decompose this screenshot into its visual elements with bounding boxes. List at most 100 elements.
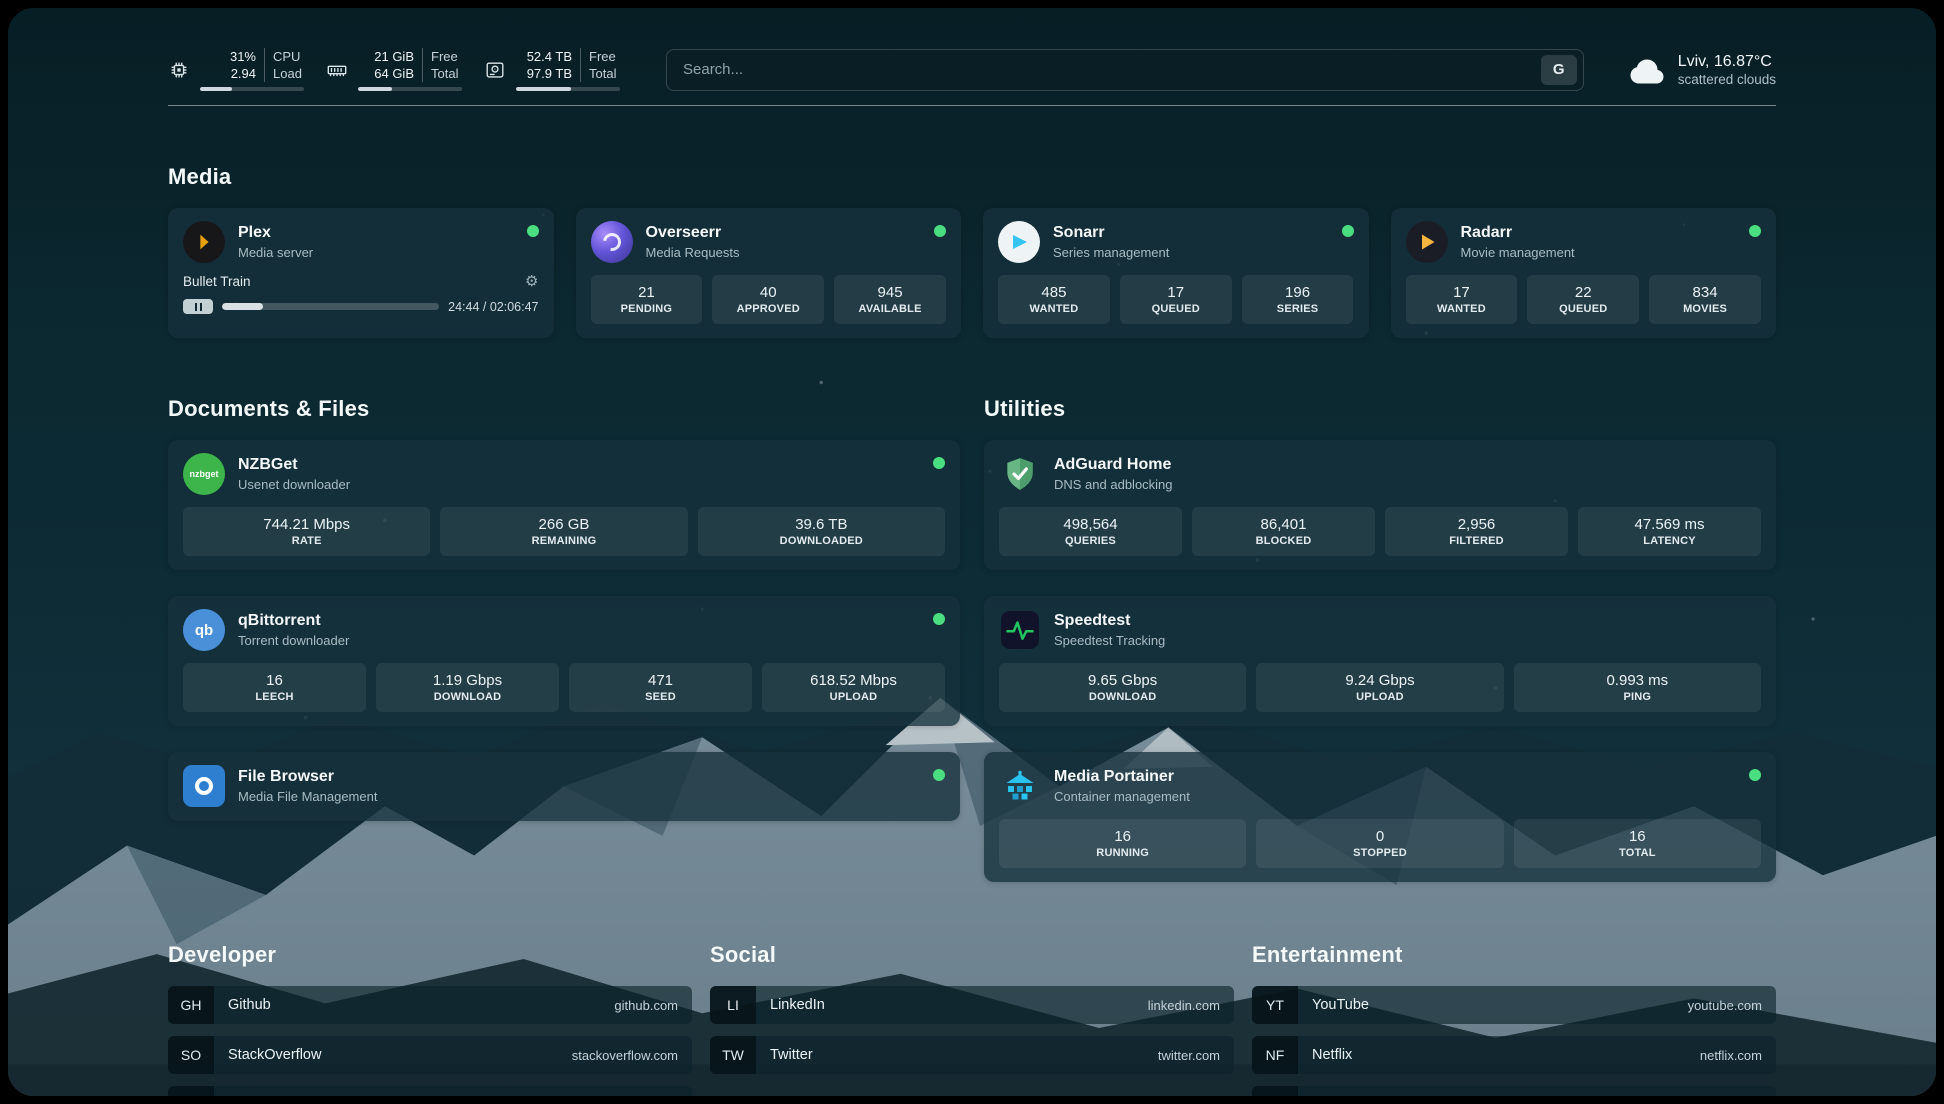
cpu-load-label: Load xyxy=(264,65,304,82)
stat-total: 16 TOTAL xyxy=(1513,819,1761,868)
resource-monitors: 31% CPU 2.94 Load 21 GiB Free 64 GiB Total xyxy=(168,48,620,91)
service-name: File Browser xyxy=(238,768,335,785)
stat-approved: 40 APPROVED xyxy=(712,275,825,324)
stat-wanted: 485 WANTED xyxy=(998,275,1110,324)
playback-progress-fill xyxy=(222,303,264,310)
service-desc: Series management xyxy=(1053,245,1170,260)
bookmark-netflix[interactable]: NF Netflix netflix.com xyxy=(1252,1036,1776,1074)
service-card-portainer[interactable]: Media Portainer Container management 16 … xyxy=(984,752,1776,882)
stat-downloaded: 39.6 TB DOWNLOADED xyxy=(697,507,945,556)
bookmark-name: LinkedIn xyxy=(770,997,825,1013)
qbittorrent-icon: qb xyxy=(183,609,225,651)
service-desc: Media Requests xyxy=(645,245,740,260)
status-dot xyxy=(526,225,539,237)
stat-filtered: 2,956 FILTERED xyxy=(1385,507,1568,556)
stat-upload: 9.24 Gbps UPLOAD xyxy=(1256,663,1504,712)
filebrowser-icon xyxy=(183,765,225,807)
bookmark-name: YouTube xyxy=(1312,997,1369,1013)
service-desc: Speedtest Tracking xyxy=(1054,633,1166,648)
cpu-usage-value: 31% xyxy=(229,49,256,64)
bookmark-group-developer: Developer GH Github github.com SO StackO… xyxy=(168,890,692,1096)
service-card-radarr[interactable]: Radarr Movie management 17 WANTED 22 QUE… xyxy=(1390,208,1776,338)
bookmark-youtube[interactable]: YT YouTube youtube.com xyxy=(1252,986,1776,1024)
memory-icon xyxy=(327,65,347,76)
playback-progress-bar[interactable] xyxy=(222,303,440,310)
section-utilities: Utilities AdGu xyxy=(984,338,1776,882)
memory-free-value: 21 GiB xyxy=(374,49,414,64)
stat-blocked: 86,401 BLOCKED xyxy=(1192,507,1375,556)
stat-available: 945 AVAILABLE xyxy=(834,275,946,324)
disk-total-value: 97.9 TB xyxy=(526,66,572,81)
cpu-progress-bar xyxy=(200,87,304,91)
service-desc: Media File Management xyxy=(238,789,378,804)
bookmark-stackoverflow[interactable]: SO StackOverflow stackoverflow.com xyxy=(168,1036,692,1074)
stat-ping: 0.993 ms PING xyxy=(1513,663,1761,712)
bookmark-abbr: DT xyxy=(168,1086,214,1096)
cpu-load-value: 2.94 xyxy=(230,66,256,81)
weather-condition: scattered clouds xyxy=(1677,72,1776,87)
topbar-divider xyxy=(168,105,1776,106)
stat-download: 1.19 Gbps DOWNLOAD xyxy=(376,663,559,712)
bookmark-url: linkedin.com xyxy=(1147,997,1220,1013)
bookmark-abbr: NF xyxy=(1252,1036,1298,1074)
cpu-progress-fill xyxy=(200,87,233,91)
service-card-nzbget[interactable]: nzbget NZBGet Usenet downloader 744.21 M… xyxy=(168,440,960,570)
disk-free-label: Free xyxy=(580,48,620,65)
sonarr-icon xyxy=(998,221,1040,263)
service-desc: DNS and adblocking xyxy=(1054,477,1173,492)
search-provider-button[interactable]: G xyxy=(1540,54,1577,85)
service-card-sonarr[interactable]: Sonarr Series management 485 WANTED 17 Q… xyxy=(983,208,1369,338)
bookmark-github[interactable]: GH Github github.com xyxy=(168,986,692,1024)
bookmark-dev[interactable]: DT DEV dev.to xyxy=(168,1086,692,1096)
service-name: Speedtest xyxy=(1054,612,1131,629)
radarr-icon xyxy=(1405,221,1448,263)
service-desc: Movie management xyxy=(1460,245,1575,260)
bookmark-abbr: TW xyxy=(710,1036,756,1074)
service-card-qbittorrent[interactable]: qb qBittorrent Torrent downloader 16 LEE… xyxy=(168,596,960,726)
section-title-entertainment: Entertainment xyxy=(1252,942,1403,967)
bookmark-linkedin[interactable]: LI LinkedIn linkedin.com xyxy=(710,986,1234,1024)
service-card-speedtest[interactable]: Speedtest Speedtest Tracking 9.65 Gbps D… xyxy=(984,596,1776,726)
settings-icon[interactable]: ⚙ xyxy=(525,273,539,290)
bookmark-abbr: RE xyxy=(1252,1086,1298,1096)
bookmark-abbr: SO xyxy=(168,1036,214,1074)
bookmark-twitter[interactable]: TW Twitter twitter.com xyxy=(710,1036,1234,1074)
search-input[interactable] xyxy=(683,61,1541,78)
memory-progress-bar xyxy=(358,87,462,91)
service-name: Media Portainer xyxy=(1054,768,1175,785)
service-name: Overseerr xyxy=(645,224,722,241)
stat-upload: 618.52 Mbps UPLOAD xyxy=(762,663,945,712)
service-name: Radarr xyxy=(1460,224,1513,241)
service-desc: Torrent downloader xyxy=(238,633,350,648)
service-desc: Media server xyxy=(238,245,314,260)
section-title-media: Media xyxy=(168,164,232,189)
pause-button[interactable] xyxy=(183,299,213,314)
bookmark-abbr: LI xyxy=(710,986,756,1024)
service-card-filebrowser[interactable]: File Browser Media File Management xyxy=(168,752,960,821)
disk-progress-fill xyxy=(516,87,572,91)
status-dot xyxy=(1749,769,1761,781)
bookmark-group-social: Social LI LinkedIn linkedin.com TW Twitt… xyxy=(710,890,1234,1096)
stat-leech: 16 LEECH xyxy=(183,663,366,712)
bookmark-reddit[interactable]: RE Reddit reddit.com xyxy=(1252,1086,1776,1096)
bookmark-abbr: GH xyxy=(168,986,214,1024)
bookmark-url: twitter.com xyxy=(1157,1047,1220,1063)
overseerr-icon xyxy=(590,221,633,263)
service-card-adguard[interactable]: AdGuard Home DNS and adblocking 498,564 … xyxy=(984,440,1776,570)
bookmark-url: github.com xyxy=(614,997,678,1013)
status-dot xyxy=(1749,225,1761,237)
section-documents: Documents & Files nzbget NZBGet Usenet d… xyxy=(168,338,960,821)
stat-rate: 744.21 Mbps RATE xyxy=(183,507,431,556)
memory-total-label: Total xyxy=(422,65,462,82)
search-bar[interactable]: G xyxy=(666,48,1584,91)
status-dot xyxy=(933,613,945,625)
service-desc: Usenet downloader xyxy=(238,477,351,492)
disk-progress-bar xyxy=(516,87,620,91)
disk-free-value: 52.4 TB xyxy=(526,49,572,64)
service-name: qBittorrent xyxy=(238,612,321,629)
section-title-utilities: Utilities xyxy=(984,396,1066,421)
service-card-overseerr[interactable]: Overseerr Media Requests 21 PENDING 40 A… xyxy=(575,208,961,338)
plex-now-playing: Bullet Train ⚙ 24:44 / 02:06:47 xyxy=(183,272,539,314)
service-card-plex[interactable]: Plex Media server Bullet Train ⚙ xyxy=(168,208,554,338)
speedtest-icon xyxy=(999,609,1041,651)
